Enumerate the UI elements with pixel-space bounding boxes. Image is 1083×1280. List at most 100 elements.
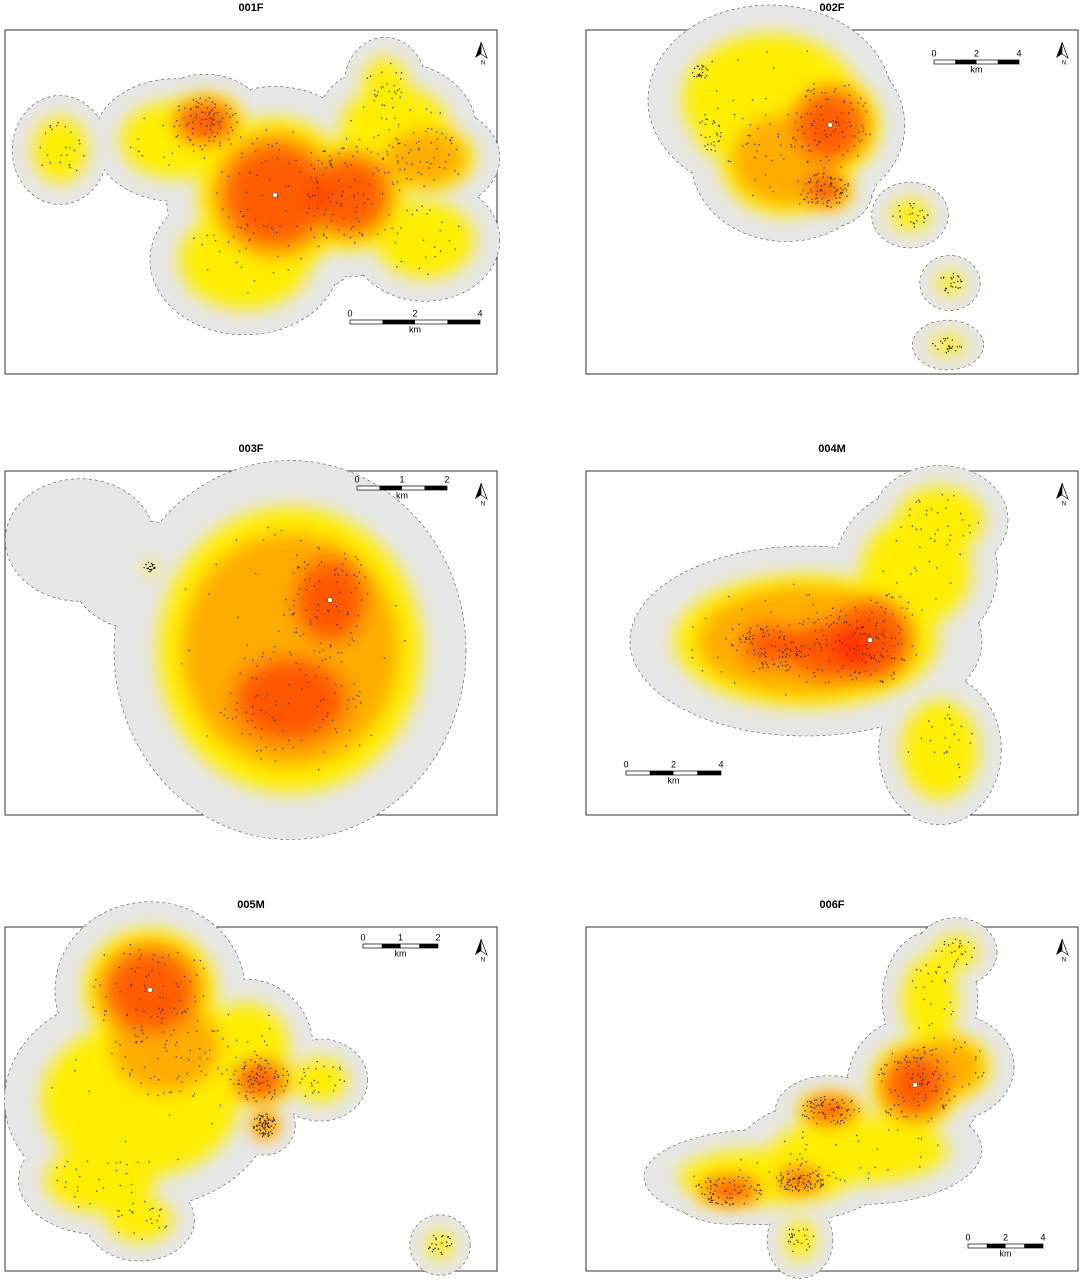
- location-point: [431, 128, 433, 130]
- location-point: [909, 202, 911, 205]
- location-point: [375, 167, 377, 169]
- location-point: [136, 967, 139, 969]
- location-point: [445, 1245, 447, 1248]
- location-point: [151, 565, 154, 567]
- location-point: [923, 986, 925, 989]
- location-point: [448, 153, 450, 156]
- density-blob: [363, 57, 407, 113]
- location-point: [214, 135, 216, 138]
- location-point: [267, 1125, 270, 1128]
- location-point: [314, 650, 316, 652]
- location-point: [918, 1104, 920, 1106]
- location-point: [144, 987, 147, 989]
- location-point: [313, 168, 316, 170]
- location-point: [846, 653, 848, 655]
- location-point: [743, 1202, 746, 1205]
- location-point: [758, 144, 760, 146]
- location-point: [835, 197, 837, 199]
- location-point: [317, 207, 319, 209]
- scale-label: 2: [974, 48, 979, 58]
- location-point: [811, 1188, 813, 1190]
- location-point: [416, 209, 418, 212]
- location-point: [827, 199, 829, 202]
- location-point: [860, 626, 863, 629]
- scale-unit: km: [971, 64, 983, 74]
- location-point: [784, 664, 787, 667]
- location-point: [427, 273, 429, 275]
- location-point: [396, 89, 399, 92]
- location-point: [273, 646, 276, 648]
- location-point: [812, 1235, 815, 1238]
- location-point: [309, 196, 311, 198]
- location-point: [878, 661, 880, 663]
- location-point: [305, 589, 307, 591]
- location-point: [176, 1077, 178, 1080]
- north-arrow-shape: [1056, 42, 1062, 58]
- location-point: [230, 143, 232, 145]
- location-point: [865, 111, 868, 113]
- location-point: [266, 1044, 268, 1046]
- location-point: [796, 1239, 798, 1241]
- location-point: [896, 582, 898, 584]
- location-point: [304, 1095, 307, 1097]
- location-point: [787, 114, 789, 116]
- location-point: [268, 1134, 270, 1137]
- north-arrow-shape: [475, 42, 481, 58]
- location-point: [382, 157, 384, 159]
- density-blob: [107, 1198, 173, 1242]
- location-point: [947, 499, 949, 501]
- location-point: [118, 1231, 120, 1234]
- location-point: [816, 181, 818, 184]
- location-point: [356, 694, 358, 697]
- location-point: [327, 196, 330, 199]
- location-point: [756, 1162, 759, 1164]
- location-point: [266, 1084, 269, 1086]
- location-point: [951, 339, 954, 341]
- location-point: [784, 1140, 786, 1143]
- location-point: [916, 220, 918, 222]
- location-point: [757, 1184, 759, 1186]
- location-point: [411, 213, 414, 216]
- location-point: [310, 227, 312, 229]
- location-point: [255, 678, 257, 680]
- location-point: [865, 653, 867, 655]
- location-point: [283, 614, 285, 616]
- location-point: [404, 144, 406, 146]
- location-point: [936, 1090, 938, 1092]
- location-point: [129, 1075, 131, 1077]
- location-point: [712, 1193, 715, 1195]
- location-point: [835, 121, 837, 123]
- location-point: [862, 625, 865, 628]
- location-point: [753, 649, 755, 651]
- location-point: [958, 766, 961, 769]
- location-point: [261, 1126, 263, 1128]
- location-point: [810, 1110, 813, 1113]
- location-point: [193, 1093, 196, 1095]
- location-point: [743, 1185, 746, 1187]
- location-point: [815, 1170, 817, 1172]
- location-point: [417, 171, 420, 174]
- location-point: [727, 160, 730, 162]
- location-point: [807, 1181, 809, 1183]
- location-point: [240, 227, 242, 229]
- location-point: [935, 972, 938, 974]
- location-point: [310, 164, 313, 166]
- location-point: [377, 91, 379, 93]
- location-point: [275, 704, 278, 706]
- location-point: [711, 60, 713, 63]
- location-point: [760, 1189, 762, 1192]
- location-point: [386, 154, 389, 156]
- location-point: [766, 51, 768, 53]
- location-point: [307, 193, 309, 195]
- location-point: [840, 112, 843, 115]
- location-point: [724, 1200, 727, 1202]
- location-point: [919, 1156, 922, 1158]
- location-point: [268, 1028, 271, 1030]
- location-point: [820, 1103, 823, 1105]
- location-point: [284, 1085, 287, 1087]
- location-point: [817, 618, 820, 621]
- location-point: [359, 138, 361, 141]
- location-point: [180, 1057, 182, 1059]
- location-point: [728, 1181, 731, 1184]
